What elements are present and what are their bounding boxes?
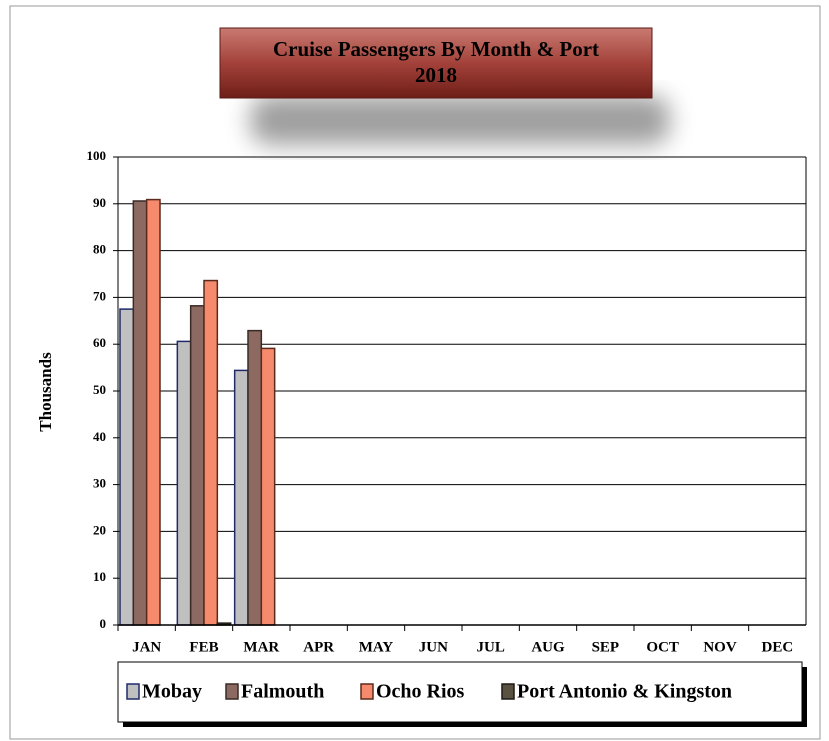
legend-swatch: [360, 683, 374, 700]
x-tick-label: APR: [303, 639, 334, 655]
legend-swatch: [225, 683, 239, 700]
title-shadow: [250, 95, 670, 145]
y-tick-label: 0: [100, 616, 107, 631]
legend-label: Falmouth: [241, 681, 324, 703]
legend-label: Ocho Rios: [376, 681, 465, 703]
bar: [176, 340, 192, 626]
x-tick-label: JUL: [476, 639, 504, 655]
bar: [233, 369, 249, 626]
bar: [247, 329, 263, 626]
x-tick-label: FEB: [189, 639, 218, 655]
chart-subtitle: 2018: [415, 63, 457, 87]
title-box: [219, 27, 653, 99]
y-tick-label: 80: [93, 242, 106, 257]
y-tick-label: 20: [93, 522, 106, 537]
bar: [203, 279, 219, 626]
x-tick-label: MAR: [243, 639, 279, 655]
bar: [260, 347, 276, 626]
frame: [9, 5, 821, 740]
bar: [132, 200, 148, 626]
x-tick-label: NOV: [703, 639, 737, 655]
x-tick-label: AUG: [531, 639, 565, 655]
plot-area: [113, 156, 807, 631]
y-tick-label: 50: [93, 382, 106, 397]
legend-swatch: [126, 683, 140, 700]
y-tick-label: 10: [93, 569, 106, 584]
y-tick-label: 100: [87, 148, 107, 163]
y-tick-label: 60: [93, 335, 106, 350]
x-tick-label: SEP: [592, 639, 620, 655]
bar: [189, 305, 205, 626]
x-tick-label: MAY: [359, 639, 394, 655]
bar: [119, 308, 135, 626]
y-tick-label: 40: [93, 429, 106, 444]
x-tick-label: DEC: [761, 639, 793, 655]
x-tick-label: OCT: [646, 639, 679, 655]
x-tick-label: JAN: [132, 639, 161, 655]
y-tick-label: 30: [93, 476, 106, 491]
y-tick-label: 70: [93, 288, 106, 303]
y-tick-label: 90: [93, 195, 106, 210]
chart-title: Cruise Passengers By Month & Port: [273, 37, 599, 61]
legend-label: Mobay: [142, 681, 202, 703]
bar: [145, 198, 161, 626]
x-tick-label: JUN: [419, 639, 448, 655]
legend-label: Port Antonio & Kingston: [517, 681, 732, 703]
legend-swatch: [501, 683, 515, 700]
y-axis-label: Thousands: [36, 352, 55, 432]
